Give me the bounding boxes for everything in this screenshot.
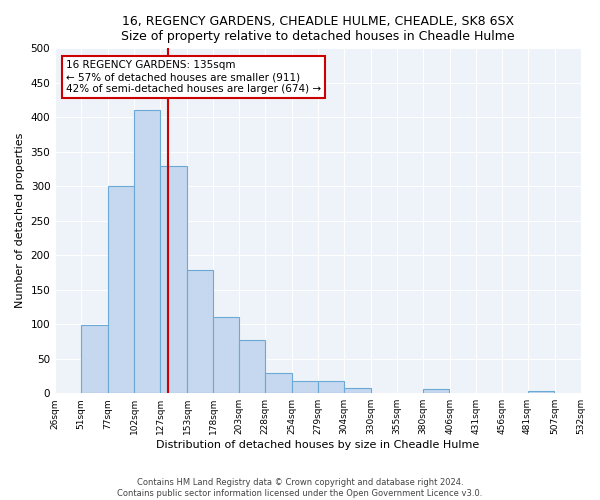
Text: 16 REGENCY GARDENS: 135sqm
← 57% of detached houses are smaller (911)
42% of sem: 16 REGENCY GARDENS: 135sqm ← 57% of deta… [65, 60, 321, 94]
Text: Contains HM Land Registry data © Crown copyright and database right 2024.
Contai: Contains HM Land Registry data © Crown c… [118, 478, 482, 498]
Bar [265, 373, 292, 393]
Bar [160, 166, 187, 393]
Bar [109, 186, 134, 393]
Title: 16, REGENCY GARDENS, CHEADLE HULME, CHEADLE, SK8 6SX
Size of property relative t: 16, REGENCY GARDENS, CHEADLE HULME, CHEA… [121, 15, 515, 43]
X-axis label: Distribution of detached houses by size in Cheadle Hulme: Distribution of detached houses by size … [156, 440, 479, 450]
Bar [213, 318, 239, 393]
Bar [528, 391, 554, 393]
Bar [292, 381, 317, 393]
Bar [82, 325, 108, 393]
Bar [134, 110, 160, 393]
Bar [187, 270, 213, 393]
Bar [423, 389, 449, 393]
Bar [318, 381, 344, 393]
Bar [344, 388, 371, 393]
Bar [239, 340, 265, 393]
Y-axis label: Number of detached properties: Number of detached properties [15, 133, 25, 308]
